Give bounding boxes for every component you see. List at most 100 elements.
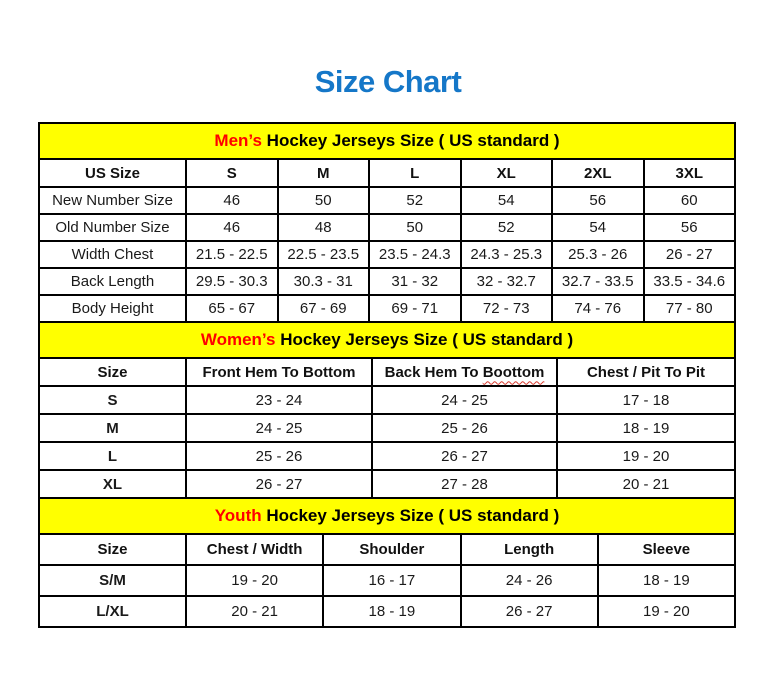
size-value: 21.5 - 22.5 xyxy=(185,240,279,269)
size-value: 26 - 27 xyxy=(371,441,558,471)
row-label: S/M xyxy=(38,564,187,597)
column-header: US Size xyxy=(38,158,187,188)
row-label: New Number Size xyxy=(38,186,187,215)
size-value: 77 - 80 xyxy=(642,294,736,323)
size-value: 32.7 - 33.5 xyxy=(551,267,645,296)
table-row: Body Height 65 - 67 67 - 69 69 - 71 72 - 73 7… xyxy=(38,294,736,323)
table-row: Old Number Size 46 48 50 52 54 56 xyxy=(38,213,736,242)
size-value: 72 - 73 xyxy=(459,294,553,323)
table-row: L 25 - 26 26 - 27 19 - 20 xyxy=(38,441,736,471)
column-header: Front Hem To Bottom xyxy=(185,357,373,387)
column-header: Shoulder xyxy=(322,533,462,566)
size-value: 19 - 20 xyxy=(556,441,736,471)
size-value: 54 xyxy=(551,213,645,242)
column-header-row: Size Front Hem To Bottom Back Hem To Boott… xyxy=(38,357,736,387)
section-band-row: Youth Hockey Jerseys Size ( US standard … xyxy=(38,497,736,535)
section-title: Women’s Hockey Jerseys Size ( US standar… xyxy=(38,321,736,359)
column-header: 3XL xyxy=(642,158,736,188)
table-row: Back Length 29.5 - 30.3 30.3 - 31 31 - 32 32… xyxy=(38,267,736,296)
section-title-accent: Women’s xyxy=(200,330,276,349)
size-value: 23 - 24 xyxy=(185,385,373,415)
column-header: Length xyxy=(459,533,599,566)
size-value: 60 xyxy=(642,186,736,215)
size-value: 56 xyxy=(642,213,736,242)
column-header: Back Hem To Boottom xyxy=(371,357,558,387)
mens-size-table: Men’s Hockey Jerseys Size ( US standard … xyxy=(38,122,736,323)
row-label: XL xyxy=(38,469,187,499)
column-header: Size xyxy=(38,357,187,387)
size-value: 24 - 26 xyxy=(459,564,599,597)
size-value: 18 - 19 xyxy=(596,564,737,597)
size-value: 52 xyxy=(368,186,462,215)
size-value: 22.5 - 23.5 xyxy=(276,240,370,269)
row-label: S xyxy=(38,385,187,415)
size-value: 18 - 19 xyxy=(322,595,462,628)
size-value: 27 - 28 xyxy=(371,469,558,499)
size-value: 29.5 - 30.3 xyxy=(185,267,279,296)
table-row: XL 26 - 27 27 - 28 20 - 21 xyxy=(38,469,736,499)
size-value: 67 - 69 xyxy=(276,294,370,323)
column-header: Sleeve xyxy=(596,533,737,566)
size-value: 30.3 - 31 xyxy=(276,267,370,296)
row-label: M xyxy=(38,413,187,443)
size-value: 56 xyxy=(551,186,645,215)
table-row: S 23 - 24 24 - 25 17 - 18 xyxy=(38,385,736,415)
column-header: S xyxy=(185,158,279,188)
size-value: 50 xyxy=(276,186,370,215)
size-tables-stack: Men’s Hockey Jerseys Size ( US standard … xyxy=(38,122,737,628)
size-value: 46 xyxy=(185,213,279,242)
column-header: Chest / Width xyxy=(184,533,325,566)
page-title: Size Chart xyxy=(314,64,462,99)
row-label: Old Number Size xyxy=(38,213,187,242)
section-title: Youth Hockey Jerseys Size ( US standard … xyxy=(38,497,736,535)
column-header: Size xyxy=(38,533,187,566)
size-value: 26 - 27 xyxy=(642,240,736,269)
column-header-row: Size Chest / Width Shoulder Length Sleeve xyxy=(38,533,737,566)
size-value: 26 - 27 xyxy=(185,469,373,499)
size-value: 25 - 26 xyxy=(371,413,558,443)
table-row: Width Chest 21.5 - 22.5 22.5 - 23.5 23.5 - … xyxy=(38,240,736,269)
row-label: Body Height xyxy=(38,294,187,323)
size-value: 32 - 32.7 xyxy=(459,267,553,296)
youth-size-table: Youth Hockey Jerseys Size ( US standard … xyxy=(38,497,737,628)
size-value: 24 - 25 xyxy=(371,385,558,415)
column-header: 2XL xyxy=(551,158,645,188)
section-title: Men’s Hockey Jerseys Size ( US standard … xyxy=(38,122,736,160)
size-value: 26 - 27 xyxy=(459,595,599,628)
size-value: 33.5 - 34.6 xyxy=(642,267,736,296)
size-value: 19 - 20 xyxy=(596,595,737,628)
size-value: 54 xyxy=(459,186,553,215)
table-row: M 24 - 25 25 - 26 18 - 19 xyxy=(38,413,736,443)
size-value: 52 xyxy=(459,213,553,242)
size-value: 65 - 67 xyxy=(185,294,279,323)
size-value: 24 - 25 xyxy=(185,413,373,443)
size-value: 25.3 - 26 xyxy=(551,240,645,269)
row-label: L/XL xyxy=(38,595,187,628)
section-title-accent: Men’s xyxy=(214,131,262,150)
misspelled-word: Boottom xyxy=(482,363,545,381)
size-value: 20 - 21 xyxy=(556,469,736,499)
size-value: 23.5 - 24.3 xyxy=(368,240,462,269)
size-value: 50 xyxy=(368,213,462,242)
table-row: L/XL 20 - 21 18 - 19 26 - 27 19 - 20 xyxy=(38,595,737,628)
size-value: 18 - 19 xyxy=(556,413,736,443)
row-label: L xyxy=(38,441,187,471)
size-value: 24.3 - 25.3 xyxy=(459,240,553,269)
size-value: 17 - 18 xyxy=(556,385,736,415)
column-header: M xyxy=(276,158,370,188)
size-value: 20 - 21 xyxy=(184,595,325,628)
section-band-row: Men’s Hockey Jerseys Size ( US standard … xyxy=(38,122,736,160)
size-value: 48 xyxy=(276,213,370,242)
section-title-accent: Youth xyxy=(214,506,262,525)
table-row: S/M 19 - 20 16 - 17 24 - 26 18 - 19 xyxy=(38,564,737,597)
size-value: 19 - 20 xyxy=(184,564,325,597)
size-value: 69 - 71 xyxy=(368,294,462,323)
column-header: Chest / Pit To Pit xyxy=(556,357,736,387)
womens-size-table: Women’s Hockey Jerseys Size ( US standar… xyxy=(38,321,736,499)
column-header-row: US Size S M L XL 2XL 3XL xyxy=(38,158,736,188)
column-header: L xyxy=(368,158,462,188)
section-band-row: Women’s Hockey Jerseys Size ( US standar… xyxy=(38,321,736,359)
size-value: 25 - 26 xyxy=(185,441,373,471)
row-label: Width Chest xyxy=(38,240,187,269)
